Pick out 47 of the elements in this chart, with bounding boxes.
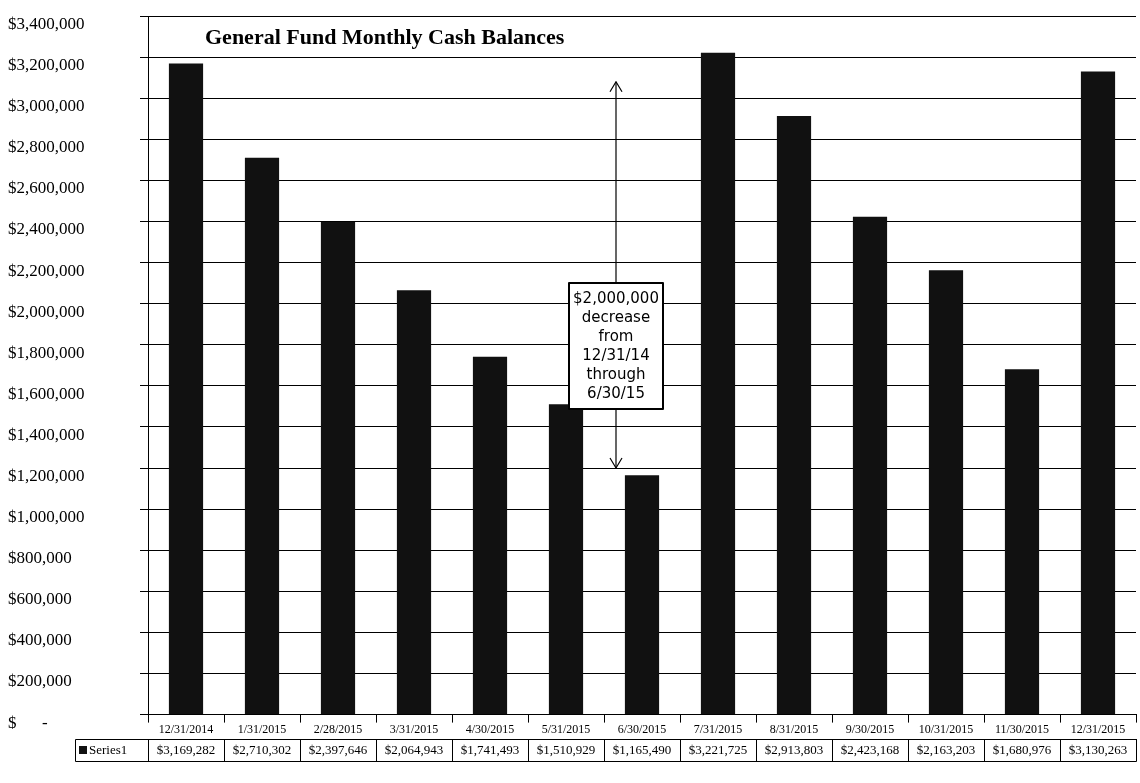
x-tick-label: 6/30/2015	[617, 721, 667, 736]
x-tick-label: 9/30/2015	[845, 721, 895, 736]
y-tick-label: $2,000,000	[8, 301, 85, 321]
y-tick-label: $1,800,000	[8, 342, 85, 362]
data-label: $1,741,493	[460, 742, 520, 758]
data-label: $2,163,203	[916, 742, 976, 758]
y-tick-label: $600,000	[8, 589, 72, 609]
data-label: $2,064,943	[384, 742, 444, 758]
y-tick-label: $3,200,000	[8, 55, 85, 75]
data-label: $3,130,263	[1068, 742, 1128, 758]
x-tick-label: 2/28/2015	[313, 721, 363, 736]
data-label: $2,397,646	[308, 742, 368, 758]
y-tick-label: $1,200,000	[8, 466, 85, 485]
y-tick-label: $2,800,000	[8, 137, 85, 157]
data-label: $1,680,976	[992, 742, 1052, 758]
data-label: $1,165,490	[612, 742, 672, 758]
data-label: $2,710,302	[232, 742, 292, 758]
x-tick-label: 3/31/2015	[389, 721, 439, 736]
x-tick-label: 5/31/2015	[541, 721, 591, 736]
y-tick-label: $2,400,000	[8, 219, 85, 239]
x-tick-label: 12/31/2015	[1070, 721, 1126, 736]
annotation: $2,000,000 decrease from 12/31/14 through 6/30/15	[573, 288, 659, 402]
y-tick-label: $3,000,000	[8, 96, 85, 116]
data-label: $3,169,282	[156, 742, 216, 758]
data-label: $2,913,803	[764, 742, 824, 758]
data-label: $3,221,725	[688, 742, 748, 758]
data-label: $1,510,929	[536, 742, 596, 758]
y-tick-label: $2,600,000	[8, 178, 85, 198]
y-tick-label: $800,000	[8, 548, 72, 568]
y-tick-label: $200,000	[8, 671, 72, 691]
x-tick-label: 4/30/2015	[465, 721, 515, 736]
x-tick-label: 11/30/2015	[994, 721, 1050, 736]
y-tick-label: $400,000	[8, 630, 72, 650]
data-label: $2,423,168	[840, 742, 900, 758]
chart-title: General Fund Monthly Cash Balances	[205, 23, 565, 49]
y-tick-label: $3,400,000	[8, 13, 85, 33]
x-tick-label: 10/31/2015	[918, 721, 974, 736]
legend-label: Series1	[89, 742, 128, 758]
x-tick-label: 12/31/2014	[158, 721, 214, 736]
y-tick-label: $1,600,000	[8, 383, 85, 403]
y-tick-label: $1,400,000	[8, 424, 85, 444]
y-tick-label: $1,000,000	[8, 507, 85, 527]
y-tick-label: $ -	[8, 712, 48, 732]
x-tick-label: 1/31/2015	[237, 721, 287, 736]
x-tick-label: 7/31/2015	[693, 721, 743, 736]
x-tick-label: 8/31/2015	[769, 721, 819, 736]
y-tick-label: $2,200,000	[8, 260, 85, 280]
